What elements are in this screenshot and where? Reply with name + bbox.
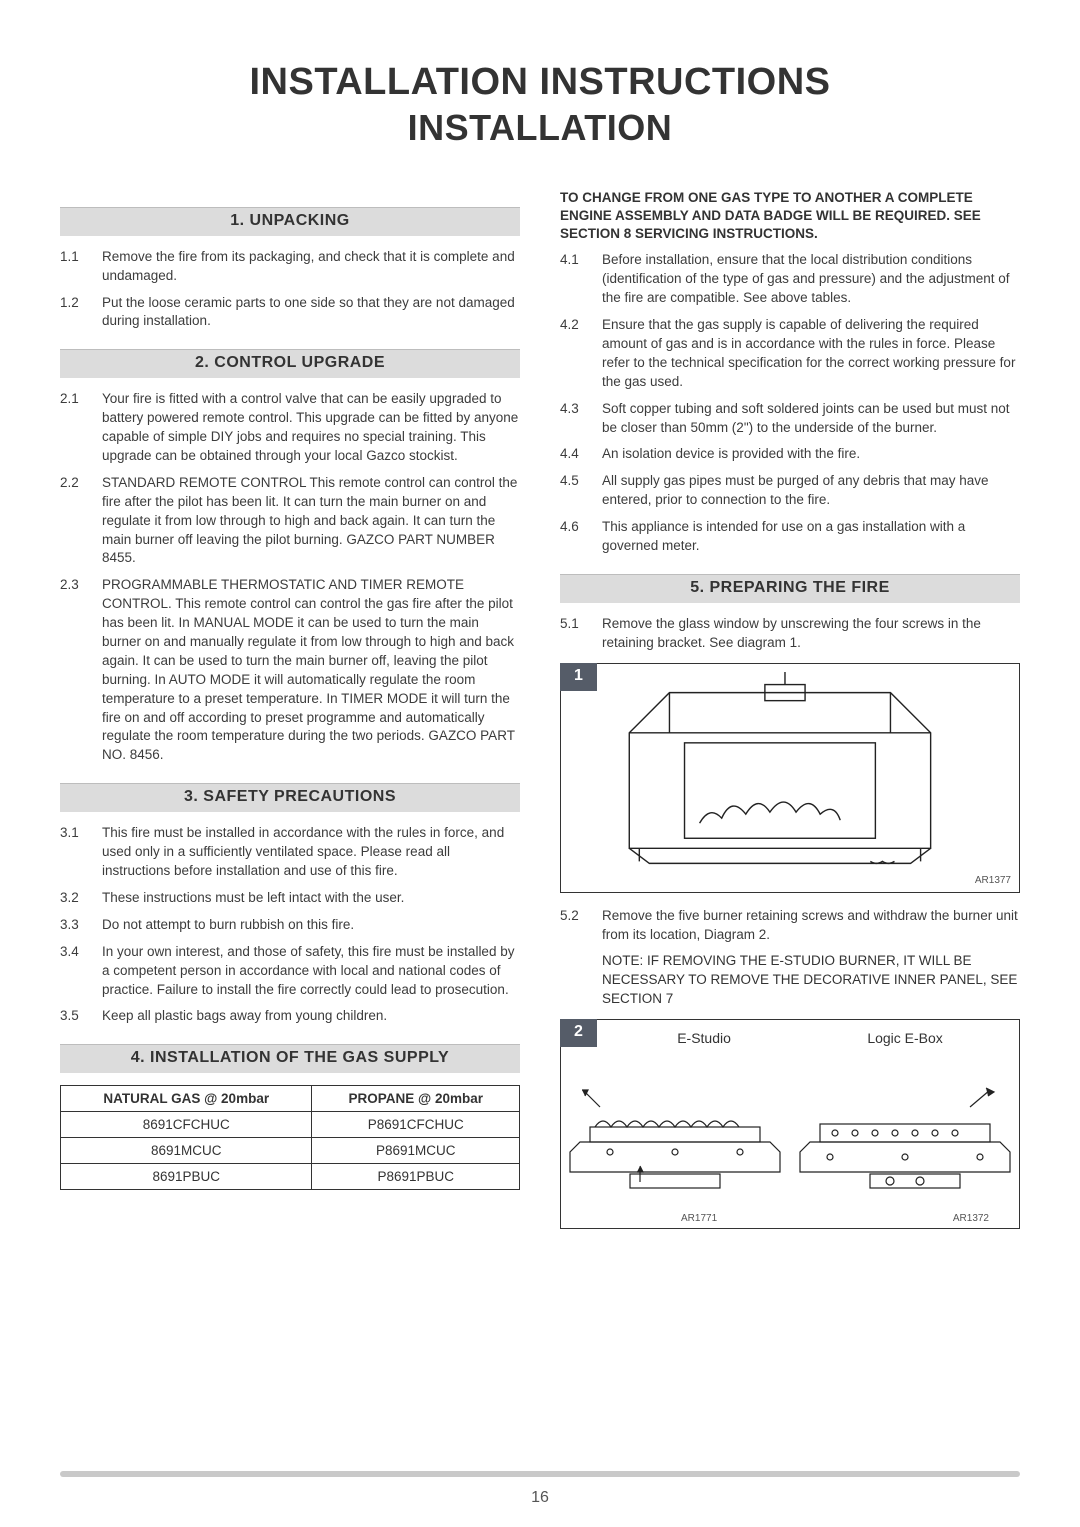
diagram-1-ref: AR1377 [975,875,1011,886]
item-1-1: 1.1Remove the fire from its packaging, a… [60,248,520,286]
diagram-2: 2 E-Studio Logic E-Box [560,1019,1020,1229]
gas-change-note: TO CHANGE FROM ONE GAS TYPE TO ANOTHER A… [560,189,1020,244]
item-4-1: 4.1Before installation, ensure that the … [560,251,1020,308]
title-line2: INSTALLATION [60,106,1020,149]
item-5-1: 5.1Remove the glass window by unscrewing… [560,615,1020,653]
item-3-5: 3.5Keep all plastic bags away from young… [60,1007,520,1026]
item-3-1: 3.1This fire must be installed in accord… [60,824,520,881]
item-4-3: 4.3Soft copper tubing and soft soldered … [560,400,1020,438]
item-1-2: 1.2Put the loose ceramic parts to one si… [60,294,520,332]
item-4-5: 4.5All supply gas pipes must be purged o… [560,472,1020,510]
table-row: 8691PBUC [61,1164,312,1190]
section-1-heading: 1. UNPACKING [60,207,520,236]
item-4-2: 4.2Ensure that the gas supply is capable… [560,316,1020,392]
gas-table-header-propane: PROPANE @ 20mbar [312,1086,520,1112]
table-row: 8691CFCHUC [61,1112,312,1138]
diagram-2-ref-left: AR1771 [681,1213,717,1224]
burner-removal-note: NOTE: IF REMOVING THE E-STUDIO BURNER, I… [602,952,1020,1009]
diagram-2-svg [569,1052,1011,1202]
left-column: 1. UNPACKING 1.1Remove the fire from its… [60,189,520,1243]
right-column: TO CHANGE FROM ONE GAS TYPE TO ANOTHER A… [560,189,1020,1243]
item-3-2: 3.2These instructions must be left intac… [60,889,520,908]
diagram-1-badge: 1 [560,663,597,691]
item-2-3: 2.3PROGRAMMABLE THERMOSTATIC AND TIMER R… [60,576,520,765]
section-3-heading: 3. SAFETY PRECAUTIONS [60,783,520,812]
item-4-4: 4.4An isolation device is provided with … [560,445,1020,464]
section-4-heading: 4. INSTALLATION OF THE GAS SUPPLY [60,1044,520,1073]
page-title: INSTALLATION INSTRUCTIONS INSTALLATION [60,60,1020,149]
item-2-1: 2.1Your fire is fitted with a control va… [60,390,520,466]
section-2-heading: 2. CONTROL UPGRADE [60,349,520,378]
item-4-6: 4.6This appliance is intended for use on… [560,518,1020,556]
diagram-1-svg [569,672,1011,884]
item-5-2: 5.2Remove the five burner retaining scre… [560,907,1020,945]
title-line1: INSTALLATION INSTRUCTIONS [60,60,1020,106]
table-row: P8691MCUC [312,1138,520,1164]
diagram-2-right-label: Logic E-Box [867,1030,942,1046]
gas-table-header-natural: NATURAL GAS @ 20mbar [61,1086,312,1112]
item-3-4: 3.4In your own interest, and those of sa… [60,943,520,1000]
diagram-1: 1 [560,663,1020,893]
page-number: 16 [0,1489,1080,1507]
diagram-2-ref-right: AR1372 [953,1213,989,1224]
footer-rule [60,1471,1020,1477]
table-row: P8691PBUC [312,1164,520,1190]
gas-table: NATURAL GAS @ 20mbar PROPANE @ 20mbar 86… [60,1085,520,1190]
table-row: 8691MCUC [61,1138,312,1164]
content-columns: 1. UNPACKING 1.1Remove the fire from its… [60,189,1020,1243]
table-row: P8691CFCHUC [312,1112,520,1138]
diagram-2-badge: 2 [560,1019,597,1047]
item-2-2: 2.2STANDARD REMOTE CONTROL This remote c… [60,474,520,568]
item-3-3: 3.3Do not attempt to burn rubbish on thi… [60,916,520,935]
diagram-2-left-label: E-Studio [677,1030,731,1046]
section-5-heading: 5. PREPARING THE FIRE [560,574,1020,603]
